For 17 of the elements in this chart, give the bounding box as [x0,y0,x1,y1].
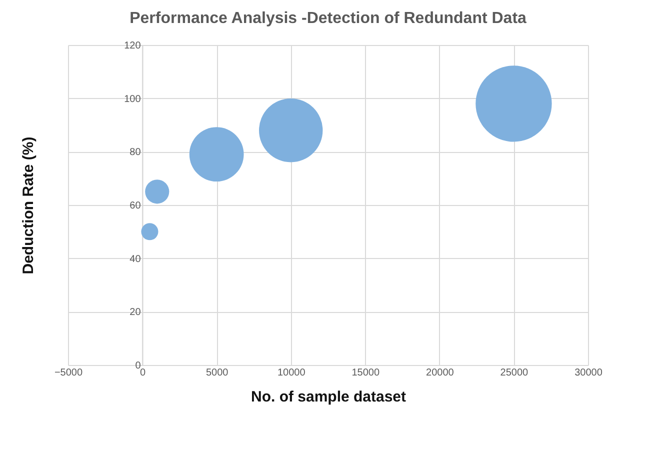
x-tick-label: 20000 [426,368,454,378]
x-tick-label: 15000 [352,368,380,378]
y-tick-label: 40 [130,254,142,265]
x-tick-label: 30000 [574,368,603,378]
x-tick-label: 10000 [277,368,306,378]
y-tick-label: 60 [130,200,142,212]
x-tick-label: −5000 [54,368,83,378]
chart-title: Performance Analysis -Detection of Redundant Data [130,10,527,27]
y-tick-label: 120 [124,40,142,52]
x-axis-title: No. of sample dataset [250,388,406,406]
y-tick-label: 100 [124,94,142,105]
y-tick-label: 20 [130,307,142,318]
x-tick-label: 25000 [500,368,529,378]
x-tick-label: 5000 [206,368,229,378]
y-tick-label: 0 [135,360,142,372]
y-tick-label: 80 [130,147,142,158]
y-axis-title: Deduction Rate (%) [20,136,37,274]
